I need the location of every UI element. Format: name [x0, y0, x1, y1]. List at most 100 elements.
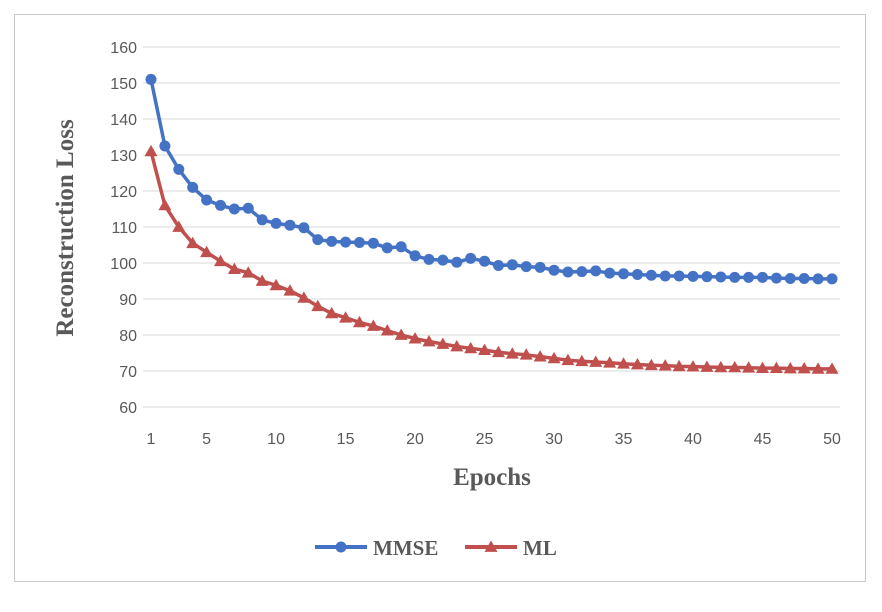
data-point-ml: [478, 343, 492, 355]
y-tick-label: 120: [110, 184, 137, 201]
data-point-mmse: [381, 242, 393, 254]
data-point-ml: [352, 315, 366, 328]
data-point-ml: [339, 311, 353, 323]
data-point-ml: [825, 362, 839, 374]
data-point-mmse: [590, 265, 602, 277]
x-tick-label: 30: [545, 431, 563, 448]
data-point-ml: [241, 266, 255, 278]
data-point-mmse: [576, 266, 588, 278]
y-tick-label: 150: [110, 76, 137, 93]
x-tick-label: 20: [406, 431, 424, 448]
data-point-mmse: [715, 271, 727, 283]
data-point-mmse: [784, 272, 796, 284]
y-tick-label: 100: [110, 256, 137, 273]
data-point-ml: [283, 284, 297, 296]
data-point-ml: [269, 278, 283, 291]
data-point-ml: [547, 351, 561, 364]
data-point-ml: [158, 198, 172, 211]
data-point-mmse: [298, 222, 310, 234]
legend: MMSE ML: [315, 536, 557, 560]
series-line-mmse: [149, 79, 832, 281]
data-point-ml: [519, 348, 533, 360]
x-tick-label: 5: [202, 431, 211, 448]
data-point-mmse: [645, 269, 657, 281]
data-point-ml: [700, 360, 714, 372]
data-point-mmse: [534, 261, 546, 273]
data-point-mmse: [395, 241, 407, 253]
series-ml: [144, 144, 839, 374]
y-tick-label: 160: [110, 40, 137, 57]
data-point-mmse: [701, 271, 713, 283]
data-point-ml: [672, 359, 686, 372]
data-point-mmse: [326, 235, 338, 247]
data-point-mmse: [284, 219, 296, 231]
x-tick-label: 40: [684, 431, 702, 448]
data-point-ml: [644, 358, 658, 371]
data-point-ml: [630, 358, 644, 370]
series-line-ml: [149, 150, 832, 371]
y-tick-label: 90: [119, 292, 137, 309]
data-point-ml: [533, 350, 547, 362]
data-point-ml: [380, 324, 394, 336]
data-point-mmse: [256, 214, 268, 226]
data-point-mmse: [506, 259, 518, 271]
data-point-mmse: [618, 268, 630, 280]
data-point-mmse: [562, 266, 574, 278]
data-point-mmse: [214, 199, 226, 211]
y-tick-label: 70: [119, 364, 137, 381]
data-point-mmse: [423, 253, 435, 265]
data-point-ml: [213, 254, 227, 267]
data-point-mmse: [604, 267, 616, 279]
data-point-ml: [769, 361, 783, 373]
data-point-mmse: [812, 273, 824, 285]
series-mmse: [145, 73, 838, 285]
data-point-ml: [742, 361, 756, 373]
data-point-mmse: [687, 270, 699, 282]
data-point-ml: [617, 357, 631, 369]
data-point-ml: [227, 262, 241, 274]
data-point-ml: [756, 361, 770, 373]
data-point-mmse: [409, 250, 421, 262]
data-point-mmse: [492, 260, 504, 272]
data-point-mmse: [757, 271, 769, 283]
x-tick-label: 10: [267, 431, 285, 448]
data-point-ml: [797, 361, 811, 374]
y-tick-label: 130: [110, 148, 137, 165]
data-point-ml: [603, 356, 617, 368]
data-point-mmse: [173, 163, 185, 175]
y-tick-label: 60: [119, 400, 137, 417]
data-point-mmse: [201, 194, 213, 206]
gridlines: [143, 46, 840, 408]
data-point-ml: [658, 359, 672, 371]
x-axis-title: Epochs: [453, 464, 531, 491]
x-tick-label: 45: [754, 431, 772, 448]
x-tick-label: 1: [147, 431, 156, 448]
data-point-ml: [436, 337, 450, 349]
data-point-mmse: [367, 237, 379, 249]
data-point-mmse: [437, 254, 449, 266]
chart-frame: 60 70 80 90 100 110 120 130 140 150 160 1 5 10 15 20 25…: [14, 14, 866, 582]
data-point-ml: [575, 354, 589, 367]
data-point-ml: [505, 347, 519, 359]
data-point-mmse: [798, 272, 810, 284]
y-tick-label: 110: [111, 220, 137, 237]
legend-item-ml: ML: [465, 536, 557, 560]
data-point-ml: [811, 362, 825, 374]
data-point-ml: [144, 144, 158, 157]
data-point-mmse: [520, 261, 532, 273]
data-point-ml: [422, 334, 436, 347]
data-point-ml: [714, 360, 728, 373]
data-point-ml: [186, 236, 200, 249]
data-point-mmse: [826, 273, 838, 285]
legend-marker-ml: [484, 540, 498, 552]
data-point-ml: [311, 299, 325, 312]
data-point-ml: [589, 355, 603, 367]
data-point-ml: [408, 332, 422, 344]
data-point-mmse: [659, 270, 671, 282]
data-point-mmse: [451, 256, 463, 268]
y-tick-label: 80: [119, 328, 137, 345]
x-axis-tick-labels: 1 5 10 15 20 25 30 35 40 45 50: [147, 431, 841, 448]
data-point-mmse: [729, 271, 741, 283]
data-point-ml: [394, 328, 408, 340]
